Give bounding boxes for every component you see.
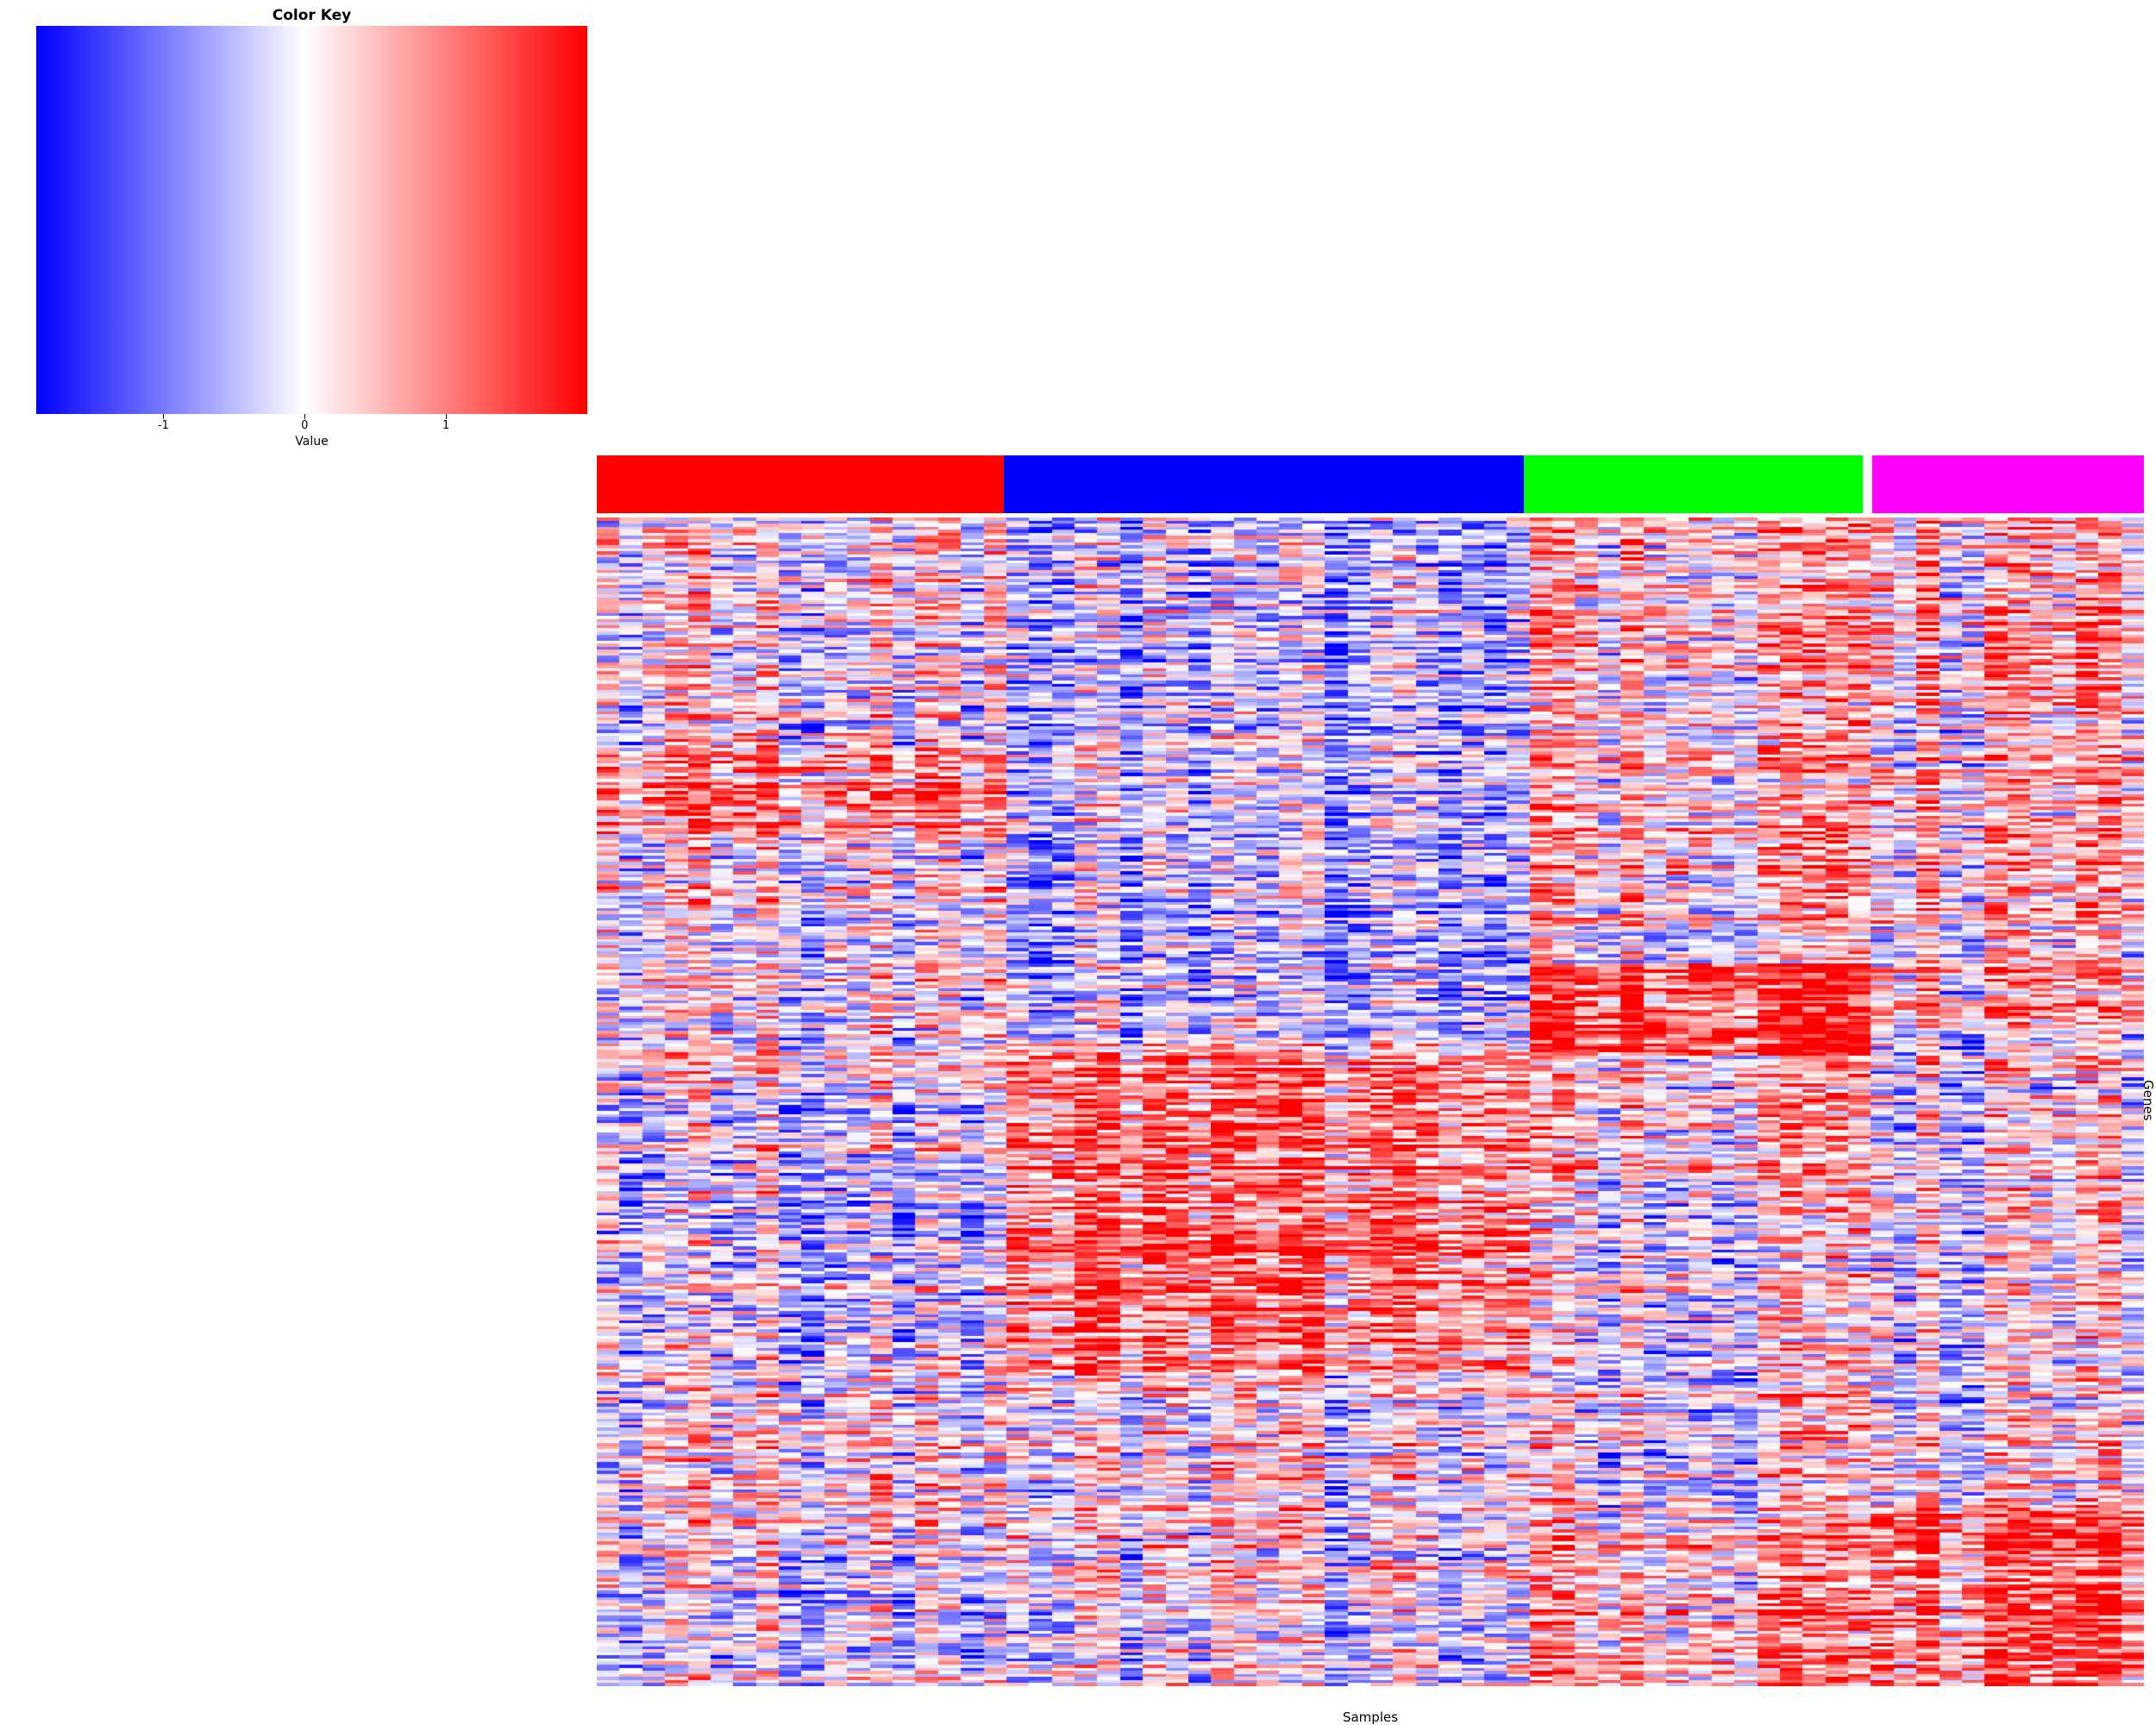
color-key-title: Color Key — [272, 7, 352, 24]
color-key-tick-label: 1 — [442, 419, 450, 432]
color-key-tick — [163, 414, 165, 419]
column-group-gap — [1863, 455, 1873, 513]
heatmap-canvas — [597, 518, 2144, 1686]
color-key-tick — [446, 414, 448, 419]
column-group-2-bar — [1003, 455, 1525, 513]
column-group-bar — [597, 455, 2144, 513]
x-axis-label: Samples — [1342, 1709, 1399, 1725]
color-key-axis: -1 0 1 — [36, 414, 587, 436]
column-group-1-bar — [597, 455, 1004, 513]
y-axis-label: Genes — [2140, 1080, 2156, 1121]
color-key: Color Key -1 0 1 Value — [36, 7, 587, 455]
color-key-axis-label: Value — [295, 435, 329, 448]
color-key-gradient — [36, 26, 587, 414]
column-group-4-bar — [1872, 455, 2144, 513]
color-key-tick-label: 0 — [301, 419, 309, 432]
color-key-tick — [304, 414, 306, 419]
column-group-3-bar — [1524, 455, 1864, 513]
color-key-tick-label: -1 — [157, 419, 169, 432]
